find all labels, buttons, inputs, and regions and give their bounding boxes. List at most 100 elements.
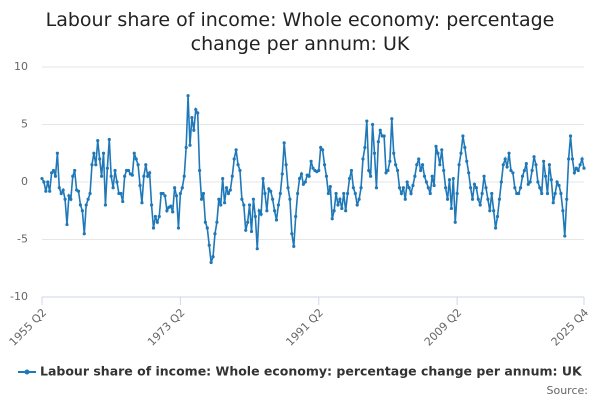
point [470, 197, 475, 201]
point [71, 174, 75, 178]
point [242, 203, 246, 207]
point [234, 148, 238, 152]
point [92, 151, 96, 155]
point [382, 134, 386, 138]
point [157, 214, 161, 219]
point [369, 174, 373, 178]
x-tick-label: 2025 Q4 [549, 306, 592, 349]
point [184, 145, 188, 150]
point [246, 220, 250, 224]
source: Source: [547, 384, 589, 397]
point [297, 176, 302, 181]
point [570, 157, 575, 161]
point [205, 226, 209, 230]
point [99, 174, 104, 178]
point [501, 163, 505, 167]
point [88, 191, 92, 196]
point [401, 186, 405, 190]
point [476, 197, 480, 201]
point [109, 174, 113, 178]
point [292, 244, 296, 248]
point [296, 191, 300, 196]
point [103, 203, 108, 207]
point [199, 197, 204, 201]
point [503, 157, 507, 161]
point [311, 166, 315, 170]
point [328, 185, 332, 189]
point [257, 209, 261, 213]
point [76, 189, 81, 193]
point [80, 209, 84, 213]
point [388, 159, 392, 163]
point [171, 210, 175, 214]
point [86, 197, 90, 201]
point [321, 148, 325, 152]
point [355, 203, 359, 207]
point [73, 168, 77, 173]
point [174, 194, 179, 198]
point [344, 209, 348, 213]
point [228, 188, 232, 192]
point [301, 182, 305, 186]
point [115, 180, 119, 184]
point [522, 168, 527, 173]
point [230, 174, 234, 178]
point [403, 197, 407, 201]
y-tick-label: 0 [21, 175, 28, 188]
point [101, 151, 106, 155]
point [520, 174, 525, 178]
point [176, 226, 181, 230]
point [309, 159, 313, 163]
point [130, 173, 134, 177]
point [363, 145, 367, 150]
point [405, 180, 409, 184]
point [451, 176, 455, 181]
point [107, 137, 111, 142]
point [44, 189, 48, 193]
point [148, 171, 152, 175]
point [113, 168, 117, 173]
point [336, 203, 340, 207]
point [265, 209, 269, 213]
point [551, 201, 555, 205]
point [455, 191, 459, 196]
point [78, 203, 83, 207]
point [132, 151, 136, 155]
point [563, 234, 567, 238]
point [444, 186, 448, 190]
point [105, 166, 109, 170]
point [126, 168, 131, 173]
point [561, 209, 565, 213]
point [417, 157, 421, 161]
point [201, 191, 206, 196]
point [307, 174, 311, 178]
point [434, 144, 438, 148]
point [96, 139, 100, 143]
point [194, 107, 198, 112]
point [442, 168, 446, 173]
point [499, 180, 503, 184]
point [82, 232, 86, 236]
point [422, 174, 427, 178]
point [386, 168, 390, 173]
point [478, 203, 482, 207]
point [399, 191, 404, 196]
point [180, 186, 184, 190]
point [330, 217, 334, 221]
y-tick-label: 5 [21, 118, 28, 131]
point [357, 197, 361, 201]
series-line [41, 95, 585, 263]
point [469, 186, 473, 190]
point [219, 203, 223, 207]
point [203, 220, 207, 224]
point [505, 165, 509, 169]
point [332, 209, 336, 213]
point [222, 201, 227, 205]
point [53, 174, 58, 178]
point [224, 186, 229, 190]
point [534, 163, 538, 167]
point [467, 171, 471, 175]
point [161, 191, 165, 196]
point [251, 197, 256, 201]
point [238, 168, 242, 173]
